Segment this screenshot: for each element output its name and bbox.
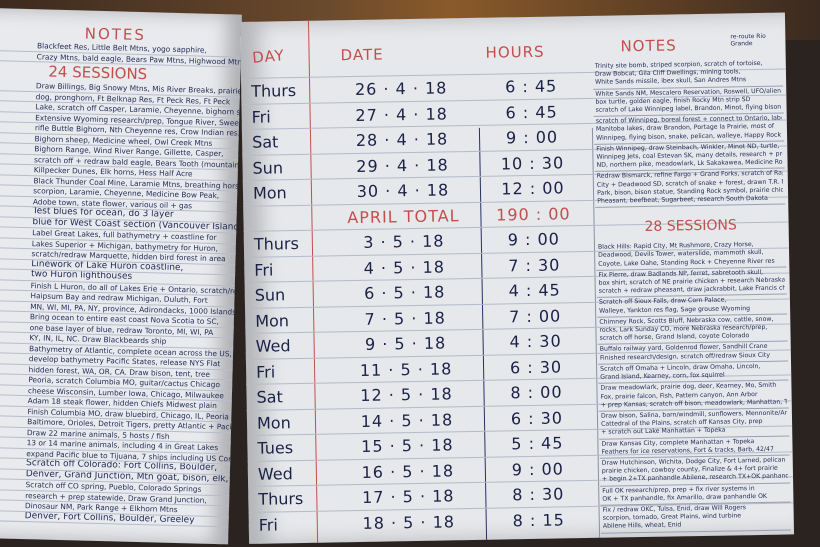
- header-day: DAY: [251, 46, 286, 67]
- cell-day: Sat: [251, 132, 279, 152]
- cell-day: Wed: [257, 463, 293, 484]
- cell-day: Sun: [254, 285, 286, 305]
- header-date: DATE: [340, 45, 384, 65]
- cell-day: Mon: [255, 310, 290, 331]
- cell-hours: 4 : 30: [509, 331, 562, 352]
- cell-day: Fri: [254, 259, 274, 280]
- cell-hours: 6 : 45: [505, 101, 558, 122]
- cell-date: 7 · 5 · 18: [364, 307, 446, 329]
- cell-date: 29 · 4 · 18: [356, 154, 449, 176]
- cell-day: Wed: [255, 336, 291, 356]
- note-block: Draw Hutchinson, Wichita, Dodge City, Fo…: [599, 455, 791, 487]
- left-notes-lines: Draw Billings, Big Snowy Mtns, Mis River…: [0, 79, 241, 528]
- cell-hours: 6 : 45: [504, 76, 558, 97]
- cell-date: 9 · 5 · 18: [364, 333, 447, 354]
- cell-hours: 8 : 30: [512, 484, 565, 505]
- cell-hours: 7 : 30: [508, 254, 561, 275]
- cell-date: 11 · 5 · 18: [359, 358, 453, 380]
- note-block: Redraw Bismarck, refine Fargo + Grand Fo…: [594, 168, 786, 209]
- cell-day: Fri: [258, 514, 279, 535]
- note-block: White Sands NM, Mescalero Reservation, R…: [593, 86, 784, 118]
- cell-hours: 8 : 15: [512, 509, 565, 530]
- cell-date: 15 · 5 · 18: [361, 435, 454, 456]
- cell-date: 18 · 5 · 18: [362, 511, 456, 533]
- cell-hours: 10 : 30: [500, 152, 565, 173]
- cell-day: Thurs: [253, 234, 300, 254]
- cell-day: Thurs: [258, 488, 304, 509]
- notes-bottom-blocks: Black Hills: Rapid City, Mt Rushmore, Cr…: [595, 239, 791, 534]
- cell-date: 16 · 5 · 18: [361, 460, 455, 482]
- cell-day: Fri: [255, 361, 276, 382]
- cell-day: [253, 208, 313, 209]
- cell-date: 30 · 4 · 18: [356, 180, 450, 201]
- note-block: Black Hills: Rapid City, Mt Rushmore, Cr…: [595, 239, 787, 271]
- cell-date: 12 · 5 · 18: [360, 384, 453, 405]
- cell-date: 26 · 4 · 18: [354, 78, 448, 100]
- cell-hours: 9 : 00: [511, 458, 565, 479]
- cell-hours: 9 : 00: [505, 127, 559, 148]
- note-block: Draw meadowlark, prairie dog, deer, Kear…: [598, 380, 789, 412]
- note-block: Fix / redraw OKC, Tulsa, Enid, draw Will…: [600, 502, 791, 534]
- note-block: Fix Pierre, draw Badlands NP, ferret, sa…: [596, 267, 787, 299]
- header-notes: NOTES: [620, 36, 677, 56]
- note-block: Finish Winnipeg, draw Steinbach, Winkler…: [594, 141, 785, 173]
- cell-hours: 190 : 00: [495, 203, 571, 225]
- cell-hours: 9 : 00: [507, 229, 561, 250]
- cell-date: 6 · 5 · 18: [363, 282, 446, 303]
- note-block: Draw bison, Salina, barn/windmill, sunfl…: [598, 408, 790, 440]
- cell-date: 14 · 5 · 18: [360, 409, 454, 431]
- header-hours: HOURS: [485, 42, 545, 62]
- cell-hours: 6 : 30: [509, 356, 563, 377]
- cell-day: Sat: [256, 387, 283, 407]
- notes-annotation: re-route Rio Grande: [730, 32, 766, 48]
- cell-day: Fri: [251, 106, 271, 127]
- cell-hours: 5 : 45: [511, 433, 564, 454]
- cell-hours: 7 : 00: [508, 305, 562, 326]
- cell-date: 4 · 5 · 18: [363, 256, 446, 278]
- cell-date: 17 · 5 · 18: [361, 486, 455, 507]
- cell-date: 27 · 4 · 18: [355, 103, 448, 125]
- cell-day: Mon: [252, 183, 287, 203]
- cell-date: 28 · 4 · 18: [355, 129, 449, 150]
- note-block: scratch of Winnipeg, boreal forest + con…: [593, 113, 785, 145]
- cell-date: APRIL TOTAL: [347, 205, 460, 227]
- cell-hours: 12 : 00: [501, 178, 565, 199]
- cell-hours: 8 : 00: [510, 382, 563, 403]
- notes-top-blocks: Trinity site bomb, striped scorpion, scr…: [592, 58, 786, 209]
- cell-day: Thurs: [251, 81, 297, 101]
- cell-date: 3 · 5 · 18: [363, 231, 445, 252]
- cell-hours: 4 : 45: [508, 280, 561, 301]
- cell-day: Mon: [256, 412, 291, 433]
- right-notes-column: Trinity site bomb, striped scorpion, scr…: [592, 58, 791, 534]
- cell-day: Tues: [257, 438, 294, 458]
- cell-day: Sun: [252, 157, 284, 178]
- note-block: Chimney Rock, Scotts Bluff, Nebraska cow…: [597, 314, 788, 346]
- right-notebook-page: DAY DATE HOURS NOTES re-route Rio Grande…: [240, 12, 795, 544]
- cell-hours: 6 : 30: [510, 407, 564, 428]
- note-block: Trinity site bomb, striped scorpion, scr…: [592, 58, 784, 90]
- left-notebook-page: NOTES Blackfeet Res, Little Belt Mtns, y…: [0, 8, 242, 545]
- right-sessions-heading: 28 SESSIONS: [644, 217, 737, 236]
